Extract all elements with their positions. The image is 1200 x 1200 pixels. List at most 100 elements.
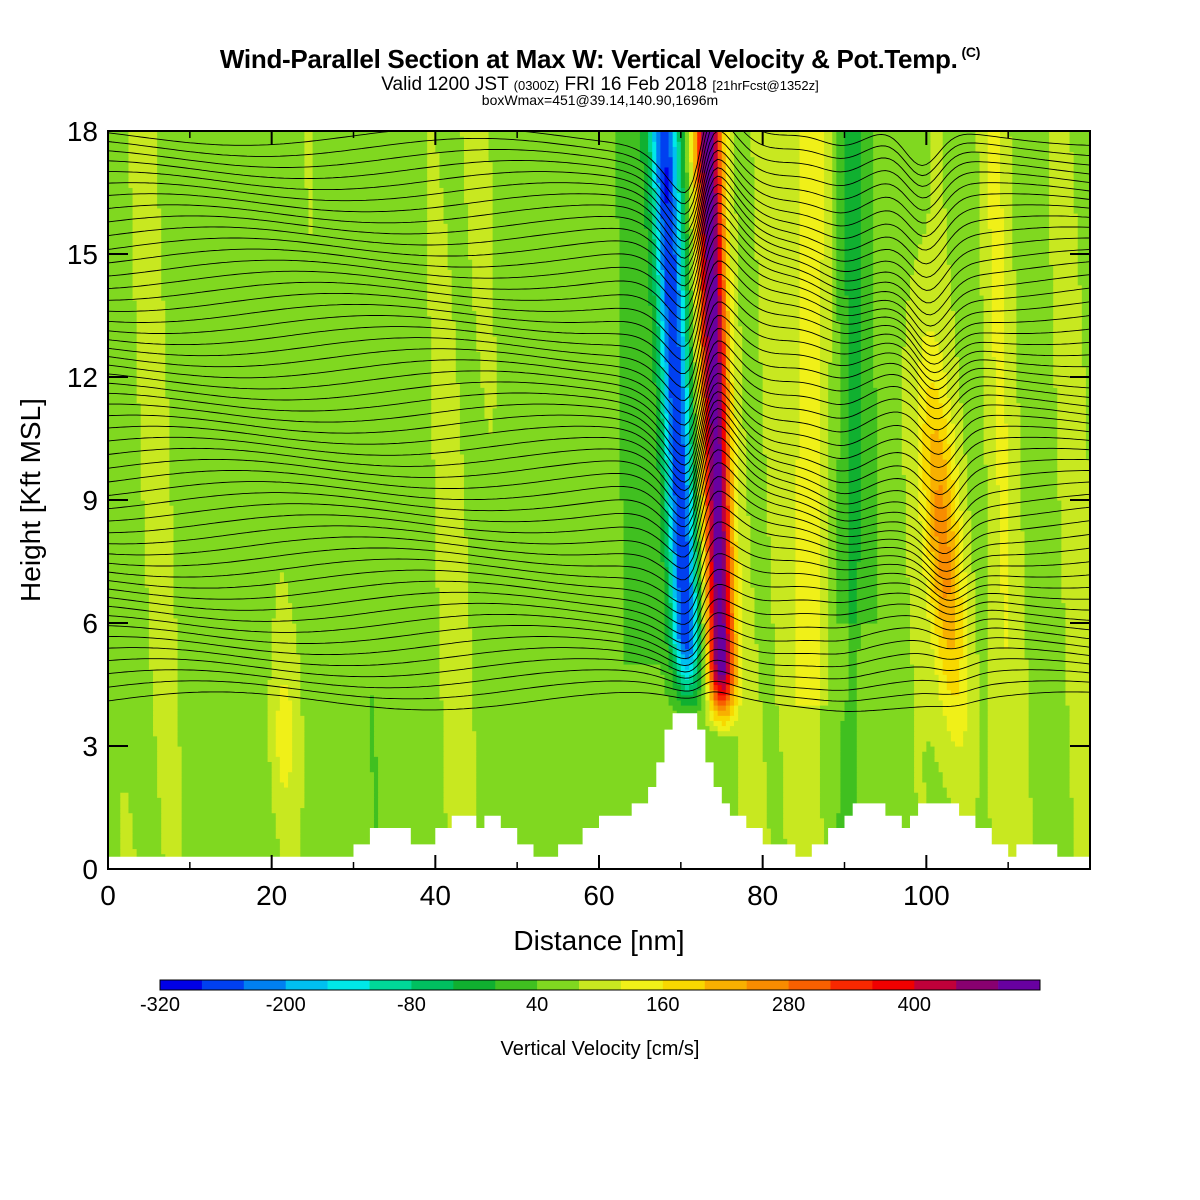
velocity-cell xyxy=(991,310,1005,317)
velocity-cell xyxy=(729,628,735,634)
velocity-cell xyxy=(828,479,837,486)
velocity-cell xyxy=(709,515,715,522)
velocity-cell xyxy=(672,459,686,465)
velocity-cell xyxy=(819,346,833,352)
velocity-cell xyxy=(901,346,923,352)
velocity-cell xyxy=(689,592,694,598)
velocity-cell xyxy=(1004,628,1009,634)
velocity-cell xyxy=(746,489,768,496)
velocity-cell xyxy=(271,653,301,660)
velocity-cell xyxy=(1016,392,1058,399)
velocity-cell xyxy=(967,469,989,475)
velocity-cell xyxy=(729,448,735,455)
velocity-cell xyxy=(108,233,134,240)
velocity-cell xyxy=(652,279,657,286)
velocity-cell xyxy=(877,418,903,424)
velocity-cell xyxy=(680,254,686,260)
velocity-cell xyxy=(619,479,661,486)
velocity-cell xyxy=(689,279,694,286)
velocity-cell xyxy=(975,817,993,824)
velocity-cell xyxy=(701,648,706,655)
velocity-cell xyxy=(1004,300,1017,306)
velocity-cell xyxy=(922,459,932,465)
velocity-cell xyxy=(709,602,715,609)
velocity-cell xyxy=(664,633,670,639)
velocity-cell xyxy=(689,254,694,260)
velocity-cell xyxy=(946,792,981,798)
velocity-cell xyxy=(717,607,723,614)
velocity-cell xyxy=(713,238,719,245)
velocity-cell xyxy=(369,756,379,762)
velocity-cell xyxy=(623,628,666,634)
velocity-cell xyxy=(148,658,179,665)
velocity-cell xyxy=(738,264,760,270)
velocity-cell xyxy=(729,464,735,470)
velocity-cell xyxy=(672,674,678,680)
velocity-cell xyxy=(950,505,956,511)
velocity-cell xyxy=(709,684,715,691)
velocity-cell xyxy=(877,438,903,445)
velocity-cell xyxy=(819,648,829,655)
velocity-cell xyxy=(873,377,903,383)
velocity-cell xyxy=(427,279,453,286)
velocity-cell xyxy=(378,797,445,803)
velocity-cell xyxy=(492,315,621,322)
velocity-cell xyxy=(795,469,821,475)
velocity-cell xyxy=(693,561,698,568)
velocity-cell xyxy=(693,397,698,404)
velocity-cell xyxy=(623,648,670,655)
velocity-cell xyxy=(844,699,858,706)
velocity-cell xyxy=(860,336,874,342)
velocity-cell xyxy=(922,433,932,440)
velocity-cell xyxy=(819,720,842,727)
velocity-cell xyxy=(684,320,690,327)
velocity-cell xyxy=(676,689,682,696)
velocity-cell xyxy=(1061,597,1090,604)
velocity-cell xyxy=(734,289,739,296)
velocity-cell xyxy=(762,361,801,368)
velocity-cell xyxy=(431,392,461,399)
velocity-cell xyxy=(108,438,142,445)
velocity-cell xyxy=(680,699,698,706)
velocity-cell xyxy=(828,500,837,506)
velocity-cell xyxy=(729,592,735,598)
velocity-cell xyxy=(476,330,494,337)
velocity-cell xyxy=(664,233,674,240)
velocity-cell xyxy=(942,576,952,583)
velocity-cell xyxy=(132,822,162,829)
velocity-cell xyxy=(709,330,719,337)
velocity-cell xyxy=(795,643,821,650)
velocity-cell xyxy=(987,705,1030,711)
velocity-cell xyxy=(959,674,968,680)
velocity-cell xyxy=(742,361,764,368)
velocity-cell xyxy=(693,530,698,537)
velocity-cell xyxy=(950,279,981,286)
velocity-cell xyxy=(905,489,919,496)
velocity-cell xyxy=(983,346,993,352)
velocity-cell xyxy=(795,648,821,655)
velocity-cell xyxy=(930,494,936,501)
velocity-cell xyxy=(762,382,801,388)
velocity-cell xyxy=(108,346,138,352)
velocity-cell xyxy=(1077,254,1090,260)
velocity-cell xyxy=(873,295,911,301)
velocity-cell xyxy=(619,474,661,481)
velocity-cell xyxy=(1024,582,1062,588)
velocity-cell xyxy=(762,397,801,404)
velocity-cell xyxy=(1053,377,1087,383)
velocity-cell xyxy=(701,576,706,583)
velocity-cell xyxy=(918,448,923,455)
velocity-cell xyxy=(705,428,711,434)
velocity-cell xyxy=(799,443,821,450)
velocity-cell xyxy=(1008,489,1022,496)
velocity-cell xyxy=(774,679,796,686)
velocity-cell xyxy=(909,658,936,665)
velocity-cell xyxy=(742,330,760,337)
velocity-cell xyxy=(995,377,1005,383)
velocity-cell xyxy=(959,541,964,547)
velocity-cell xyxy=(701,279,706,286)
velocity-cell xyxy=(148,597,175,604)
velocity-cell xyxy=(108,838,121,844)
velocity-cell xyxy=(693,489,698,496)
velocity-cell xyxy=(848,392,862,399)
